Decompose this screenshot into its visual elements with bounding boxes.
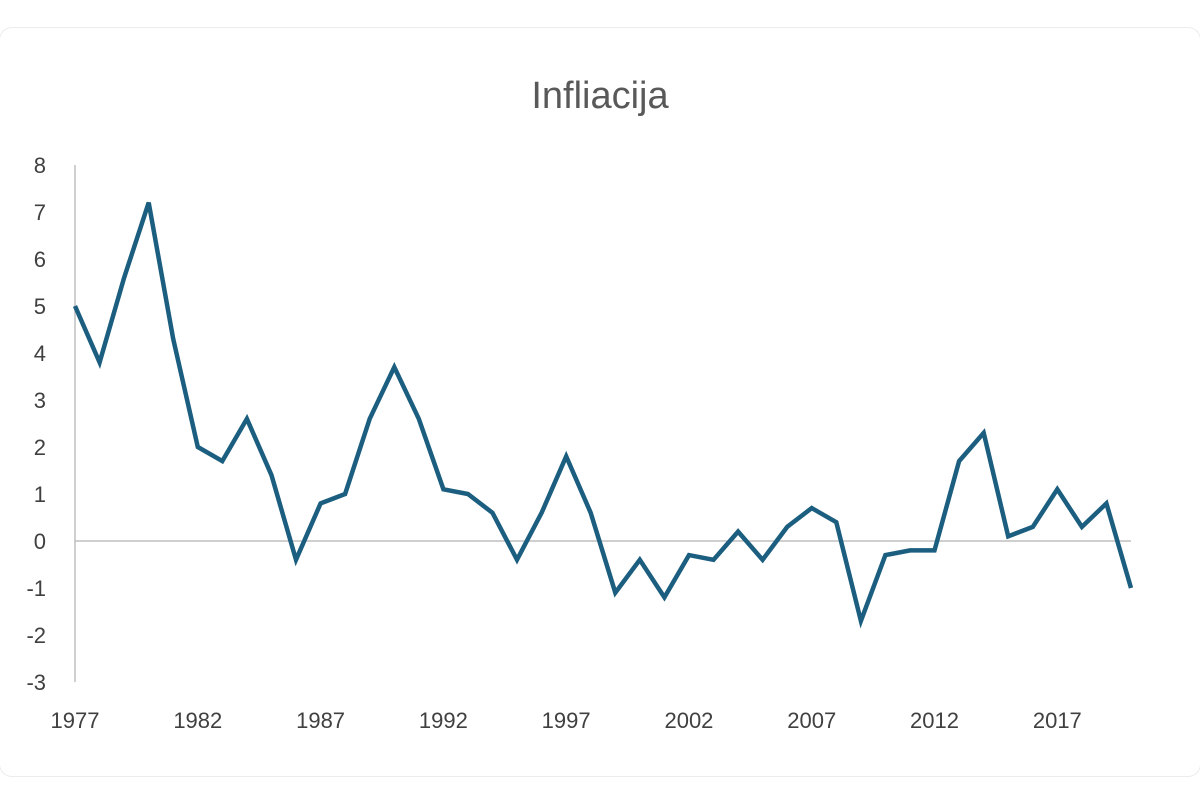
x-axis-ticks: 1977 1982 1987 1992 1997 2002 2007 2012 2017: [51, 708, 1082, 733]
y-tick-label: 5: [34, 294, 46, 319]
x-tick-label: 1977: [51, 708, 100, 733]
y-tick-label: 0: [34, 529, 46, 554]
y-tick-label: 2: [34, 435, 46, 460]
x-tick-label: 2017: [1033, 708, 1082, 733]
y-tick-label: 7: [34, 200, 46, 225]
x-tick-label: 2012: [910, 708, 959, 733]
x-tick-label: 1982: [173, 708, 222, 733]
x-tick-label: 1987: [296, 708, 345, 733]
x-tick-label: 1997: [542, 708, 591, 733]
x-tick-label: 1992: [419, 708, 468, 733]
y-tick-label: -3: [26, 670, 46, 695]
series-line: [72, 201, 1134, 629]
y-tick-label: 8: [34, 153, 46, 178]
y-tick-label: -1: [26, 576, 46, 601]
y-tick-label: 4: [34, 341, 46, 366]
chart-title: Infliacija: [531, 75, 669, 117]
y-tick-label: 3: [34, 388, 46, 413]
x-tick-label: 2007: [787, 708, 836, 733]
y-tick-label: 1: [34, 482, 46, 507]
chart-card: [0, 28, 1200, 776]
y-tick-label: -2: [26, 623, 46, 648]
y-tick-label: 6: [34, 247, 46, 272]
x-tick-label: 2002: [664, 708, 713, 733]
y-axis-ticks: 8 7 6 5 4 3 2 1 0 -1 -2 -3: [26, 153, 46, 695]
